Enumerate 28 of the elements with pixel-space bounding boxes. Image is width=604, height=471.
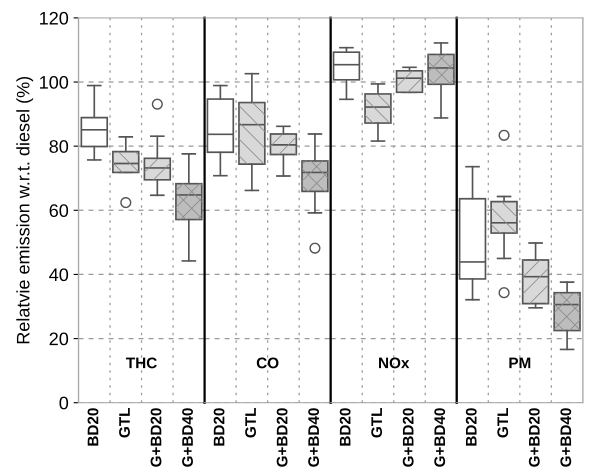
x-tick-label: G+BD40	[434, 408, 446, 467]
x-tick-label: GTL	[119, 408, 130, 438]
y-tick-label: 120	[40, 12, 68, 25]
y-tick-label: 100	[40, 76, 68, 89]
x-tick-label: BD20	[466, 408, 477, 446]
x-tick-label: G+BD20	[150, 408, 162, 467]
y-tick-label: 20	[50, 332, 68, 346]
x-tick-label: G+BD40	[560, 408, 572, 467]
y-tick-label: 40	[49, 268, 68, 282]
x-tick-label: GTL	[245, 408, 256, 438]
annotation: CO	[256, 358, 278, 368]
x-tick-label: G+BD40	[182, 408, 193, 467]
x-tick-label: BD20	[340, 408, 351, 446]
annotation: THC	[126, 358, 157, 368]
x-tick-label: G+BD20	[276, 408, 288, 467]
x-tick-label: G+BD20	[528, 408, 540, 467]
x-tick-label: BD20	[214, 408, 224, 446]
y-tick-label: 0	[59, 396, 68, 410]
y-tick-label: 80	[50, 140, 68, 153]
x-tick-label: G+BD20	[402, 408, 414, 467]
y-axis-title: Relatvie emission w.r.t. diesel (%)	[16, 76, 34, 344]
x-tick-label: BD20	[88, 408, 98, 446]
x-tick-label: GTL	[497, 408, 508, 438]
y-tick-label: 60	[50, 204, 68, 218]
x-tick-label: GTL	[371, 408, 382, 438]
annotation: NOx	[379, 358, 410, 368]
annotation: PM	[509, 358, 530, 368]
x-tick-label: G+BD40	[308, 408, 320, 467]
